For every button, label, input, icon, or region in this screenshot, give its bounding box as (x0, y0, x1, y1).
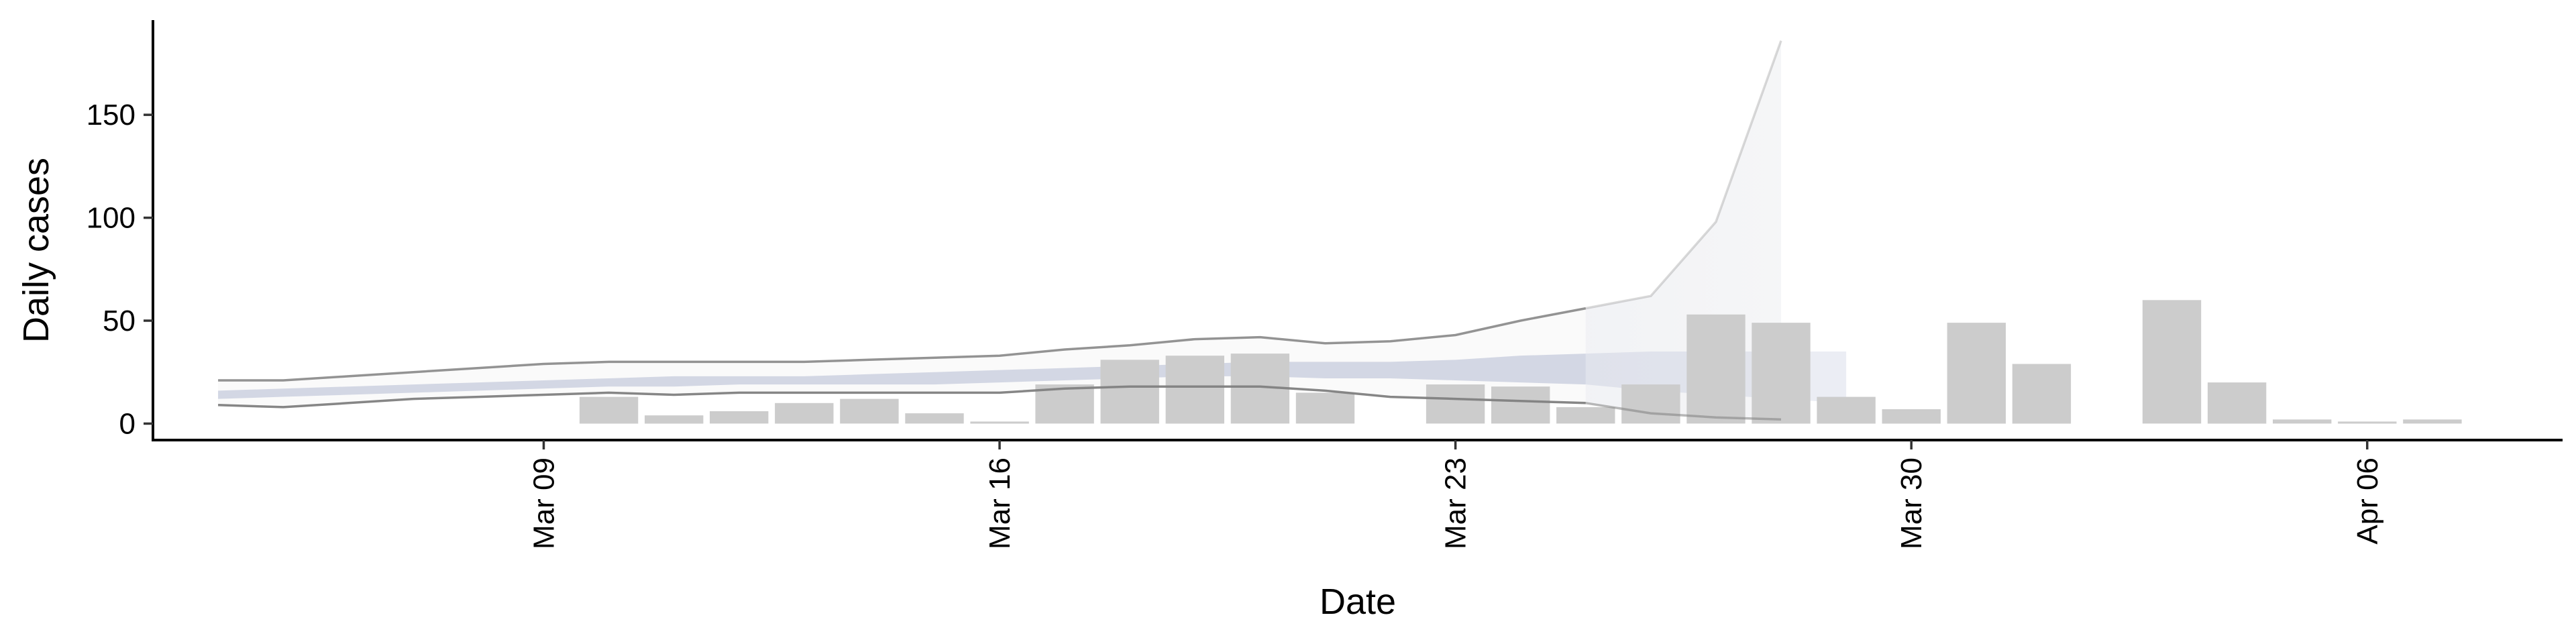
case-bar (1752, 323, 1811, 424)
x-tick-label: Mar 30 (1895, 458, 1928, 549)
case-bar (579, 396, 639, 424)
case-bar (2142, 300, 2202, 424)
case-bar (2273, 419, 2332, 424)
case-bar (2403, 419, 2462, 424)
case-bar (1100, 360, 1159, 424)
y-axis-ticks: 0 50 100 150 (87, 99, 153, 440)
case-bar (2012, 364, 2072, 424)
case-bar (1882, 409, 1941, 424)
case-bar (970, 421, 1029, 424)
axes (152, 20, 2563, 441)
x-axis-title: Date (1320, 582, 1396, 622)
lower-90-line-forecast (1585, 402, 1782, 421)
case-bar (1426, 384, 1485, 424)
case-bar (1621, 384, 1680, 424)
daily-case-bars (579, 300, 2462, 424)
case-bar (2207, 382, 2267, 424)
upper-90-line-forecast (1585, 40, 1782, 310)
case-bar (1817, 396, 1876, 424)
estimate-bands (218, 40, 1847, 420)
y-tick-label: 150 (87, 99, 136, 131)
case-bar (1491, 386, 1550, 424)
x-tick-label: Mar 16 (983, 458, 1016, 549)
y-tick-label: 0 (119, 407, 136, 440)
x-tick-label: Apr 06 (2351, 458, 2384, 545)
upper-90-line (218, 307, 1587, 382)
lower-90-line (218, 385, 1586, 409)
x-axis-ticks: Mar 09 Mar 16 Mar 23 Mar 30 Apr 06 (527, 440, 2384, 549)
case-bar (1556, 407, 1615, 424)
x-tick-label: Mar 23 (1440, 458, 1472, 549)
case-bar (775, 402, 834, 424)
case-bar (840, 398, 899, 424)
case-bar (1686, 314, 1746, 424)
case-bar (2338, 421, 2397, 424)
case-bar (905, 413, 964, 424)
case-bar (1947, 323, 2006, 424)
case-bar (1165, 356, 1224, 424)
case-bar (645, 415, 704, 424)
y-axis-title: Daily cases (16, 158, 56, 343)
estimate-lines (218, 40, 1782, 421)
case-bar (1295, 392, 1355, 424)
case-bar (710, 411, 769, 424)
y-tick-label: 50 (103, 305, 136, 337)
x-tick-label: Mar 09 (527, 458, 560, 549)
y-tick-label: 100 (87, 202, 136, 235)
